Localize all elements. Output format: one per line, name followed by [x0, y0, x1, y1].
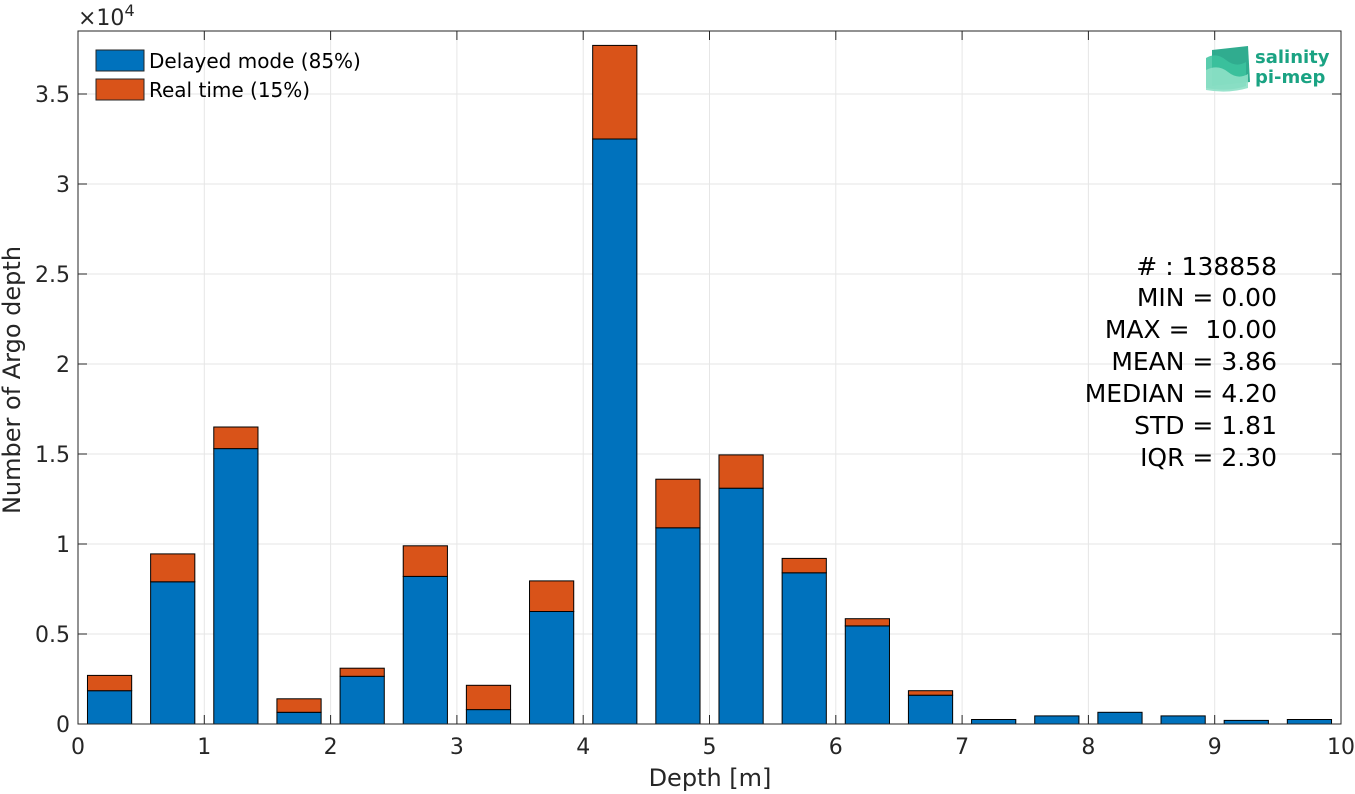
bar-real-time [465, 684, 512, 711]
x-tick-label: 4 [576, 735, 590, 760]
logo-line-2: pi-mep [1255, 67, 1325, 88]
bar-delayed-mode [465, 709, 512, 725]
bar-delayed-mode [844, 625, 890, 725]
grid-lines [78, 31, 1341, 724]
x-tick-label: 7 [955, 735, 969, 760]
bar-delayed-mode [655, 527, 701, 725]
bar-delayed-mode [1286, 719, 1333, 725]
bar-delayed-mode [276, 711, 322, 725]
bar-delayed-mode [718, 487, 764, 725]
bar-real-time [529, 580, 575, 613]
bar-delayed-mode [1097, 711, 1143, 725]
x-tick-label: 3 [450, 735, 464, 760]
x-tick-label: 6 [829, 735, 843, 760]
bar-delayed-mode [971, 719, 1017, 725]
bar-delayed-mode [402, 575, 448, 725]
y-tick-label: 1 [56, 533, 70, 558]
bar-delayed-mode [213, 448, 259, 725]
bar-real-time [907, 690, 954, 696]
stats-mean: MEAN = 3.86 [1111, 347, 1277, 376]
bar-real-time [339, 667, 385, 677]
legend-swatch-delayed [95, 49, 145, 72]
legend-label-realtime: Real time (15%) [149, 78, 310, 102]
bar-real-time [213, 426, 259, 450]
bar-real-time [718, 454, 764, 489]
stats-max: MAX = 10.00 [1105, 315, 1277, 344]
wave-logo-icon [1206, 46, 1250, 92]
bar-real-time [592, 44, 638, 140]
y-tick-label: 0.5 [35, 623, 70, 648]
bar-delayed-mode [592, 138, 638, 725]
bar-delayed-mode [529, 611, 575, 725]
x-tick-labels: 0 1 2 3 4 5 6 7 8 9 10 [71, 735, 1355, 760]
bar-delayed-mode [339, 675, 385, 725]
bar-delayed-mode [1034, 715, 1080, 725]
y-axis-label: Number of Argo depth [0, 246, 26, 514]
legend: Delayed mode (85%) Real time (15%) [95, 49, 361, 102]
bar-delayed-mode [907, 694, 954, 725]
y-tick-label: 0 [56, 713, 70, 738]
bar-real-time [844, 618, 890, 627]
y-tick-label: 3.5 [35, 83, 70, 108]
y-tick-label: 2 [56, 353, 70, 378]
bar-real-time [655, 478, 701, 529]
bar-real-time [150, 553, 196, 583]
bar-delayed-mode [781, 572, 827, 725]
logo-line-1: salinity [1255, 47, 1330, 68]
bar-delayed-mode [150, 581, 196, 725]
bar-delayed-mode [1223, 719, 1269, 725]
bar-real-time [781, 557, 827, 574]
y-axis-exponent: ×104 [78, 1, 135, 31]
stats-min: MIN = 0.00 [1137, 283, 1277, 312]
bars [86, 44, 1333, 725]
x-axis-label: Depth [m] [649, 764, 772, 792]
x-tick-label: 0 [71, 735, 85, 760]
x-tick-label: 8 [1081, 735, 1095, 760]
x-tick-label: 9 [1208, 735, 1222, 760]
stats-std: STD = 1.81 [1134, 411, 1277, 440]
bar-delayed-mode [1160, 715, 1206, 725]
x-tick-label: 5 [703, 735, 717, 760]
stats-count: # : 138858 [1136, 252, 1277, 281]
y-tick-labels: 0 0.5 1 1.5 2 2.5 3 3.5 [35, 83, 70, 738]
bar-real-time [402, 545, 448, 577]
bar-delayed-mode [86, 690, 133, 725]
x-tick-label: 1 [197, 735, 211, 760]
stats-median: MEDIAN = 4.20 [1085, 379, 1277, 408]
y-tick-label: 2.5 [35, 263, 70, 288]
y-tick-label: 3 [56, 173, 70, 198]
bar-real-time [276, 698, 322, 713]
stats-iqr: IQR = 2.30 [1140, 443, 1277, 472]
bar-real-time [86, 674, 133, 692]
x-tick-label: 2 [324, 735, 338, 760]
legend-label-delayed: Delayed mode (85%) [149, 49, 361, 73]
x-tick-label: 10 [1327, 735, 1355, 760]
y-tick-label: 1.5 [35, 443, 70, 468]
ticks [77, 31, 1342, 725]
stats-annotation: # : 138858 MIN = 0.00 MAX = 10.00 MEAN =… [1085, 252, 1277, 472]
salinity-pimep-logo: salinity pi-mep [1206, 46, 1330, 92]
legend-swatch-realtime [95, 78, 145, 101]
